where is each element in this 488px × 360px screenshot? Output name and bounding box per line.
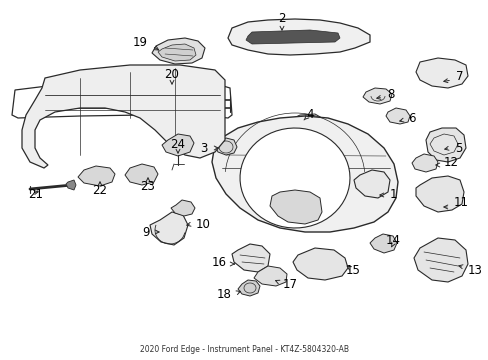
Polygon shape bbox=[240, 128, 349, 228]
Polygon shape bbox=[66, 180, 76, 190]
Polygon shape bbox=[238, 280, 260, 296]
Polygon shape bbox=[212, 116, 397, 232]
Text: 7: 7 bbox=[455, 69, 463, 82]
Polygon shape bbox=[292, 248, 347, 280]
Polygon shape bbox=[227, 19, 369, 55]
Polygon shape bbox=[231, 244, 269, 272]
Text: 14: 14 bbox=[385, 234, 400, 247]
Text: 21: 21 bbox=[28, 189, 43, 202]
Text: 8: 8 bbox=[386, 89, 393, 102]
Text: 15: 15 bbox=[345, 264, 360, 276]
Text: 22: 22 bbox=[92, 184, 107, 197]
Polygon shape bbox=[415, 58, 467, 88]
Text: 2: 2 bbox=[278, 12, 285, 24]
Polygon shape bbox=[385, 108, 409, 124]
Polygon shape bbox=[353, 170, 389, 198]
Polygon shape bbox=[152, 38, 204, 64]
Polygon shape bbox=[369, 234, 396, 253]
Text: 20: 20 bbox=[164, 68, 179, 81]
Polygon shape bbox=[253, 266, 286, 286]
Text: 3: 3 bbox=[200, 141, 207, 154]
Polygon shape bbox=[125, 164, 158, 185]
Text: 12: 12 bbox=[443, 157, 458, 170]
Polygon shape bbox=[162, 134, 194, 156]
Polygon shape bbox=[287, 114, 321, 132]
Polygon shape bbox=[269, 190, 321, 224]
Text: 5: 5 bbox=[454, 141, 462, 154]
Text: 9: 9 bbox=[142, 225, 150, 238]
Text: 10: 10 bbox=[196, 217, 210, 230]
Polygon shape bbox=[215, 138, 237, 155]
Text: 19: 19 bbox=[133, 36, 148, 49]
Polygon shape bbox=[245, 30, 339, 44]
Polygon shape bbox=[158, 44, 196, 61]
Text: 1: 1 bbox=[389, 189, 397, 202]
Text: 2020 Ford Edge - Instrument Panel - KT4Z-5804320-AB: 2020 Ford Edge - Instrument Panel - KT4Z… bbox=[140, 346, 348, 355]
Polygon shape bbox=[78, 166, 115, 186]
Polygon shape bbox=[150, 212, 187, 245]
Text: 24: 24 bbox=[170, 139, 185, 152]
Text: 18: 18 bbox=[217, 288, 231, 302]
Text: 16: 16 bbox=[212, 256, 226, 269]
Polygon shape bbox=[415, 176, 463, 212]
Polygon shape bbox=[171, 200, 195, 216]
Text: 6: 6 bbox=[407, 112, 415, 125]
Polygon shape bbox=[362, 88, 391, 104]
Text: 11: 11 bbox=[453, 197, 468, 210]
Text: 17: 17 bbox=[283, 278, 297, 291]
Text: 23: 23 bbox=[140, 180, 155, 193]
Polygon shape bbox=[22, 65, 224, 168]
Polygon shape bbox=[411, 154, 437, 172]
Polygon shape bbox=[413, 238, 467, 282]
Polygon shape bbox=[425, 128, 465, 162]
Text: 4: 4 bbox=[305, 108, 313, 122]
Text: 13: 13 bbox=[467, 264, 482, 276]
